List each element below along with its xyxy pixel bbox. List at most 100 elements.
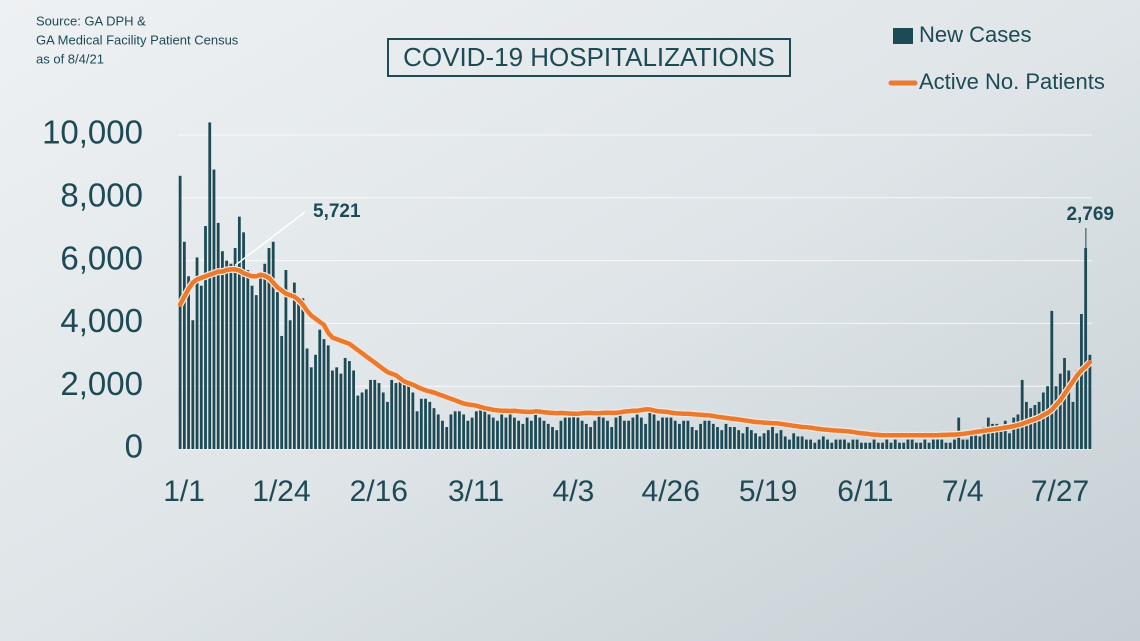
bar (902, 442, 906, 449)
bar (364, 389, 368, 449)
bar (390, 379, 394, 449)
bar (974, 433, 978, 449)
bar (407, 386, 411, 449)
bar (500, 414, 504, 449)
bar (474, 411, 478, 449)
bar (991, 423, 994, 449)
bar (178, 175, 182, 449)
bar (377, 383, 381, 449)
bar (1080, 313, 1083, 449)
bar (568, 417, 571, 449)
bar (970, 430, 973, 449)
bar (292, 282, 296, 449)
bar (373, 379, 377, 449)
bar (792, 433, 796, 449)
bar (508, 411, 512, 449)
bar (749, 430, 753, 449)
legend-label: New Cases (919, 22, 1031, 47)
bar (843, 439, 846, 449)
bar (889, 442, 893, 449)
bar (267, 248, 271, 449)
bar (204, 226, 207, 449)
bar (356, 395, 360, 449)
bar (534, 414, 537, 449)
bar (271, 241, 275, 449)
bar (513, 417, 516, 449)
bar (352, 370, 356, 449)
bar (229, 263, 233, 449)
bar (335, 367, 339, 449)
bar (212, 169, 216, 450)
bar (195, 257, 199, 449)
bar (821, 436, 825, 449)
x-tick-label: 6/11 (837, 475, 893, 508)
bar (711, 423, 715, 449)
bar (589, 427, 592, 449)
y-tick-label: 4,000 (60, 302, 143, 339)
bar (246, 270, 250, 449)
bar (339, 373, 343, 449)
bar (707, 420, 711, 449)
bar (733, 427, 736, 449)
bar (369, 379, 372, 449)
bar (470, 417, 474, 449)
bar (788, 439, 791, 449)
bar (694, 430, 698, 449)
bar (1058, 373, 1062, 449)
bar (445, 427, 449, 449)
bar (504, 417, 508, 449)
bar (648, 411, 652, 449)
bar (208, 122, 212, 449)
bar (834, 439, 838, 449)
bar (847, 442, 851, 449)
bar (656, 420, 660, 449)
bar (301, 298, 305, 449)
bar (432, 408, 436, 449)
y-tick-label: 10,000 (42, 114, 143, 151)
bar (517, 420, 521, 449)
y-tick-label: 2,000 (60, 365, 143, 402)
bar (961, 439, 965, 449)
bar (661, 417, 664, 449)
bar (618, 414, 622, 449)
bar (737, 430, 741, 449)
bar (555, 430, 559, 449)
bar (914, 442, 918, 449)
bar (1075, 370, 1079, 449)
bar (783, 436, 787, 449)
x-tick-label: 1/24 (252, 475, 310, 508)
bar (728, 427, 732, 449)
bar (288, 320, 292, 449)
bar (669, 417, 673, 449)
bar (441, 420, 444, 449)
bar (326, 345, 330, 449)
bar (466, 420, 470, 449)
bar (276, 292, 279, 449)
x-tick-label: 2/16 (350, 475, 408, 508)
bar (398, 379, 402, 449)
bar (521, 423, 525, 449)
bar (601, 417, 605, 449)
bar (529, 420, 533, 449)
bar (758, 436, 762, 449)
bar (216, 222, 220, 449)
bar (1012, 417, 1016, 449)
bar (280, 335, 284, 449)
bar (1067, 370, 1071, 449)
bar (944, 442, 948, 449)
bar (838, 439, 842, 449)
legend-label: Active No. Patients (919, 69, 1105, 94)
bar (627, 420, 631, 449)
bar (347, 361, 351, 449)
bar (415, 411, 419, 449)
bar (923, 439, 927, 449)
annotation-leader (234, 211, 306, 266)
bar (851, 439, 855, 449)
bar (411, 392, 415, 449)
bar (673, 420, 677, 449)
bar (182, 241, 186, 449)
bar (525, 417, 529, 449)
bar (305, 348, 309, 449)
bar (233, 248, 237, 449)
bar (242, 232, 245, 449)
